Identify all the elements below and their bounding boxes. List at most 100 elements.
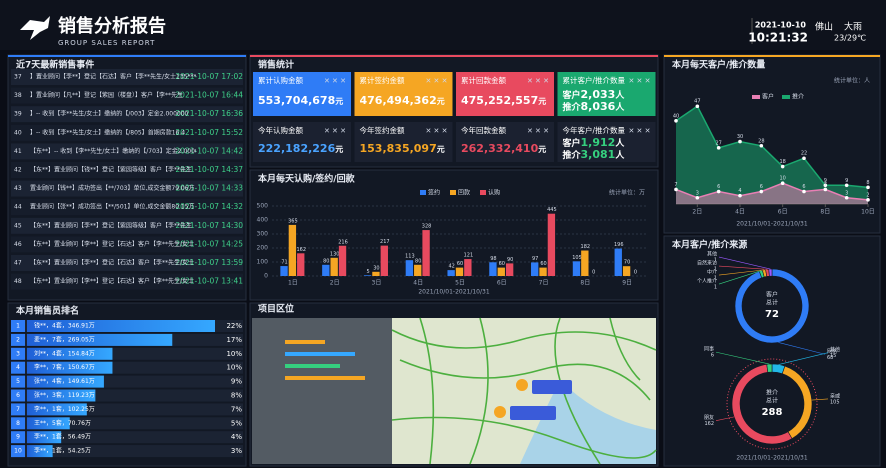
stat-card[interactable] <box>557 122 656 162</box>
map-popup[interactable] <box>510 406 556 420</box>
bar <box>322 264 330 276</box>
stat-card[interactable] <box>354 122 453 162</box>
period: 2021/10/01-2021/10/31 <box>418 289 490 296</box>
stat-label: 今年客户/推介数量 <box>563 125 626 135</box>
event-text: 置业顾问【钱**】成功签出【**/703】单位,成交金额79.06万 <box>30 184 195 192</box>
bar <box>405 260 414 276</box>
legend-swatch <box>450 190 456 195</box>
rank-name: 钱**，4套，346.91万 <box>34 322 95 330</box>
bar <box>414 264 422 276</box>
data-label: 182 <box>581 244 591 250</box>
event-text: 【东**】置业顾问【李**】登记【石达】客户【李**先生/女士 <box>30 259 194 267</box>
data-label: 7 <box>674 182 677 188</box>
rank-no: 3 <box>16 350 20 357</box>
leader-line <box>778 342 826 355</box>
point <box>823 183 828 188</box>
data-label: 98 <box>490 256 496 262</box>
stat-card[interactable] <box>253 122 351 162</box>
water <box>520 380 656 464</box>
event-text: 】-- 收到【李**先生/女士】缴纳的【/003】定金2.000000 <box>30 110 189 118</box>
data-label: 130 <box>330 251 340 257</box>
x-tick-label: 3日 <box>372 280 382 287</box>
point <box>823 187 828 192</box>
pie-label-value: 105 <box>830 399 840 405</box>
map-pin[interactable] <box>516 379 528 391</box>
data-label: 121 <box>464 253 474 259</box>
card-icons: ✕ ✕ ✕ <box>628 127 650 135</box>
pie-label-name: 自然来访 <box>697 260 717 267</box>
stat-label: 累计认购金额 <box>258 75 303 85</box>
stat-value: 222,182,226元 <box>258 142 343 155</box>
rank-name: 李**，1套，56.49万 <box>34 433 91 441</box>
page-title: 销售分析报告 <box>58 15 166 37</box>
event-no: 37 <box>14 74 22 81</box>
rank-badge <box>11 361 25 374</box>
pie-label-value: 1 <box>714 285 717 291</box>
stat-line: 客户1,912人 <box>562 136 626 149</box>
event-text: 置业顾问【张**】成功签出【**/501】单位,成交金额80.15万 <box>30 203 195 211</box>
accent <box>664 55 880 57</box>
event-row <box>11 217 243 234</box>
bar <box>372 271 380 276</box>
event-no: 46 <box>14 241 22 248</box>
stat-value: 553,704,678 <box>258 94 335 107</box>
stat-card[interactable] <box>456 72 554 116</box>
data-label: 4 <box>738 188 741 194</box>
event-row <box>11 87 243 104</box>
event-no: 39 <box>14 111 22 118</box>
event-time: 2021-10-07 14:37 <box>175 165 243 174</box>
stat-card[interactable] <box>557 72 656 116</box>
rank-badge <box>11 333 25 346</box>
pie-label-value: 162 <box>704 421 714 427</box>
rank-pct: 7% <box>231 405 242 413</box>
pie-label-name: 个人推介 <box>697 278 717 285</box>
data-label: 90 <box>507 257 513 263</box>
data-label: 30 <box>373 265 379 271</box>
stat-line: 推介8,036人 <box>563 100 626 113</box>
data-label: 60 <box>457 261 463 267</box>
event-text: 【东**】-- 收到【李**先生/女士】缴纳的【/703】定金2.00000 <box>30 147 203 155</box>
total-label: 总计 <box>766 397 778 405</box>
data-label: 97 <box>532 256 538 262</box>
event-row <box>11 69 243 85</box>
stat-card[interactable] <box>456 122 554 162</box>
weather: 大雨 <box>844 21 862 33</box>
stat-card[interactable] <box>354 72 453 116</box>
stat-value: 153,835,097 <box>360 142 437 155</box>
event-row <box>11 162 243 178</box>
x-tick-label: 4日 <box>413 280 423 287</box>
event-text: 【东**】置业顾问【李**】登记【紫园等级】客户【李**先生 <box>30 221 192 229</box>
bar <box>280 266 288 276</box>
data-label: 71 <box>281 260 287 266</box>
pie-label-value: 68 <box>827 355 833 361</box>
data-label: 70 <box>624 260 630 266</box>
map-popup[interactable] <box>532 380 572 394</box>
pie-label-name: 网络 <box>827 348 837 355</box>
point <box>780 164 785 169</box>
data-label: 30 <box>737 134 743 140</box>
data-label: 196 <box>614 242 624 248</box>
data-label: 80 <box>323 258 329 264</box>
data-label: 9 <box>824 178 827 184</box>
bar <box>330 257 338 276</box>
rank-bar <box>27 389 96 402</box>
rank-name: 王**，5套，70.76万 <box>34 419 91 427</box>
x-tick-label: 2日 <box>330 280 340 287</box>
x-tick-label: 10日 <box>861 209 875 216</box>
stat-prefix: 推介 <box>563 101 582 113</box>
data-label: 47 <box>694 99 700 105</box>
card-icons: ✕ ✕ ✕ <box>324 127 346 135</box>
event-row <box>11 143 243 160</box>
rank-badge <box>11 431 25 444</box>
leader-line <box>715 416 735 422</box>
card-icons: ✕ ✕ ✕ <box>628 77 650 85</box>
data-label: 113 <box>405 254 415 260</box>
accent <box>8 55 246 57</box>
map-pin[interactable] <box>494 406 506 418</box>
unit-note: 统计单位：万 <box>609 189 645 197</box>
stat-card[interactable] <box>253 72 351 116</box>
point <box>866 185 870 190</box>
